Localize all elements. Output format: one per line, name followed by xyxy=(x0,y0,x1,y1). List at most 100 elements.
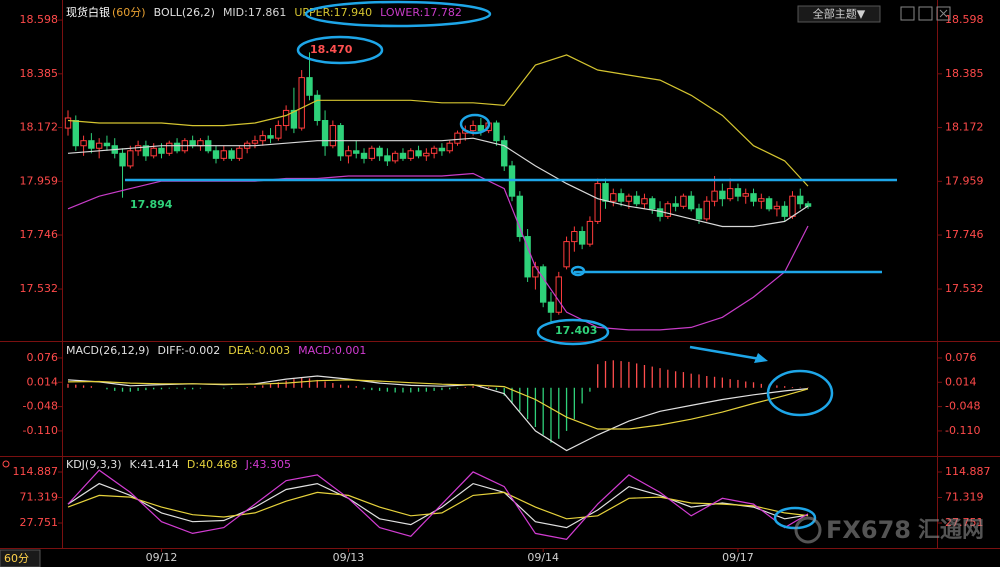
marker-ellipse xyxy=(459,113,491,135)
y-tick-label-right: 17.746 xyxy=(945,228,984,241)
x-tick-label: 09/12 xyxy=(146,551,178,564)
marker-ellipse xyxy=(766,369,834,417)
marker-ellipse xyxy=(304,0,492,28)
x-tick-label: 09/17 xyxy=(722,551,754,564)
candle-body xyxy=(384,155,391,162)
candle-body xyxy=(267,135,274,139)
y-tick-label-right: 0.076 xyxy=(945,351,977,364)
watermark-text: FX678 xyxy=(826,516,911,544)
candle-body xyxy=(415,150,422,157)
candle-body xyxy=(625,195,633,202)
candle-body xyxy=(703,200,710,220)
y-tick-label-right: 18.598 xyxy=(945,13,984,26)
candle-body xyxy=(758,198,765,202)
toolbar-icon[interactable] xyxy=(900,6,915,21)
period-box[interactable] xyxy=(0,549,41,567)
panel-icon xyxy=(2,460,10,468)
theme-button[interactable] xyxy=(797,5,881,23)
y-tick-label: 0.014 xyxy=(27,375,59,388)
candle-body xyxy=(306,77,313,96)
indicator-label: KDJ(9,3,3) xyxy=(66,458,122,471)
candle-body xyxy=(750,193,757,202)
toolbar-icon[interactable] xyxy=(918,6,933,21)
candle-body xyxy=(298,77,305,129)
candle-body xyxy=(119,152,126,167)
y-tick-label-right: -0.110 xyxy=(945,424,980,437)
candle-body xyxy=(547,301,555,313)
candle-body xyxy=(166,142,173,154)
legend-entry: DEA:-0.003 xyxy=(228,344,290,357)
chart-title: 现货白银 xyxy=(66,5,110,19)
indicator-label: MACD(26,12,9) xyxy=(66,344,150,357)
y-tick-label-right: 17.532 xyxy=(945,282,984,295)
candle-body xyxy=(680,195,687,207)
period-label[interactable]: 60分 xyxy=(4,552,29,565)
candle-body xyxy=(228,150,235,159)
candle-body xyxy=(314,94,321,122)
candle-body xyxy=(368,147,376,159)
candle-body xyxy=(711,190,718,202)
series-line xyxy=(67,491,809,520)
y-tick-label: -0.110 xyxy=(23,424,58,437)
legend-entry: LOWER:17.782 xyxy=(380,6,462,19)
series-line xyxy=(67,482,809,529)
series-line xyxy=(67,379,809,430)
candle-body xyxy=(158,147,165,154)
y-tick-label: 17.746 xyxy=(20,228,59,241)
candle-body xyxy=(516,195,524,238)
candle-body xyxy=(103,142,111,147)
candle-body xyxy=(353,150,360,154)
candle-body xyxy=(797,195,804,205)
price-annotation: 18.470 xyxy=(310,43,353,56)
candle-body xyxy=(602,183,609,202)
candle-body xyxy=(197,140,204,147)
toolbar-icon[interactable] xyxy=(936,6,951,21)
candle-body xyxy=(781,205,788,217)
candle-body xyxy=(633,195,640,205)
y-tick-label: 18.385 xyxy=(20,67,59,80)
candle-body xyxy=(399,152,407,159)
candle-body xyxy=(275,125,282,139)
candle-body xyxy=(765,198,773,210)
marker-ellipse xyxy=(536,318,610,346)
candle-body xyxy=(688,195,695,210)
legend-entry: D:40.468 xyxy=(187,458,238,471)
candle-body xyxy=(391,152,399,162)
y-tick-label: 18.172 xyxy=(20,121,59,134)
legend-entry: MID:17.861 xyxy=(223,6,286,19)
y-tick-label: 0.076 xyxy=(27,351,59,364)
candle-body xyxy=(789,195,796,217)
candle-body xyxy=(664,203,672,217)
candle-body xyxy=(80,140,87,147)
candle-body xyxy=(345,150,352,157)
candle-body xyxy=(446,142,453,152)
y-tick-label: 18.598 xyxy=(20,13,59,26)
y-tick-label: -0.048 xyxy=(23,400,58,413)
candle-body xyxy=(329,125,337,147)
candle-body xyxy=(742,193,749,197)
close-icon xyxy=(939,9,948,18)
candle-body xyxy=(501,140,508,167)
legend-entry: J:43.305 xyxy=(245,458,291,471)
legend-entry: DIFF:-0.002 xyxy=(158,344,221,357)
candle-body xyxy=(726,188,734,200)
y-tick-label-right: 0.014 xyxy=(945,375,977,388)
period-tag: 60分 xyxy=(0,460,41,567)
candle-body xyxy=(563,241,570,268)
candle-body xyxy=(672,203,679,207)
frame xyxy=(0,0,1000,549)
chart-subtitle: (60分) xyxy=(112,6,146,19)
candle-body xyxy=(88,140,95,149)
theme-button-label[interactable]: 全部主题▼ xyxy=(813,7,866,21)
y-tick-label: 114.887 xyxy=(13,465,59,478)
candle-body xyxy=(578,231,586,245)
y-tick-label-right: 71.319 xyxy=(945,491,984,504)
y-tick-label-right: 18.385 xyxy=(945,67,984,80)
candle-body xyxy=(438,147,446,152)
plots: 18.598 18.598 18.385 18.385 18.172 18.172 17.9… xyxy=(13,5,991,564)
candle-body xyxy=(430,147,438,154)
candle-body xyxy=(321,120,329,147)
candle-body xyxy=(360,152,368,159)
